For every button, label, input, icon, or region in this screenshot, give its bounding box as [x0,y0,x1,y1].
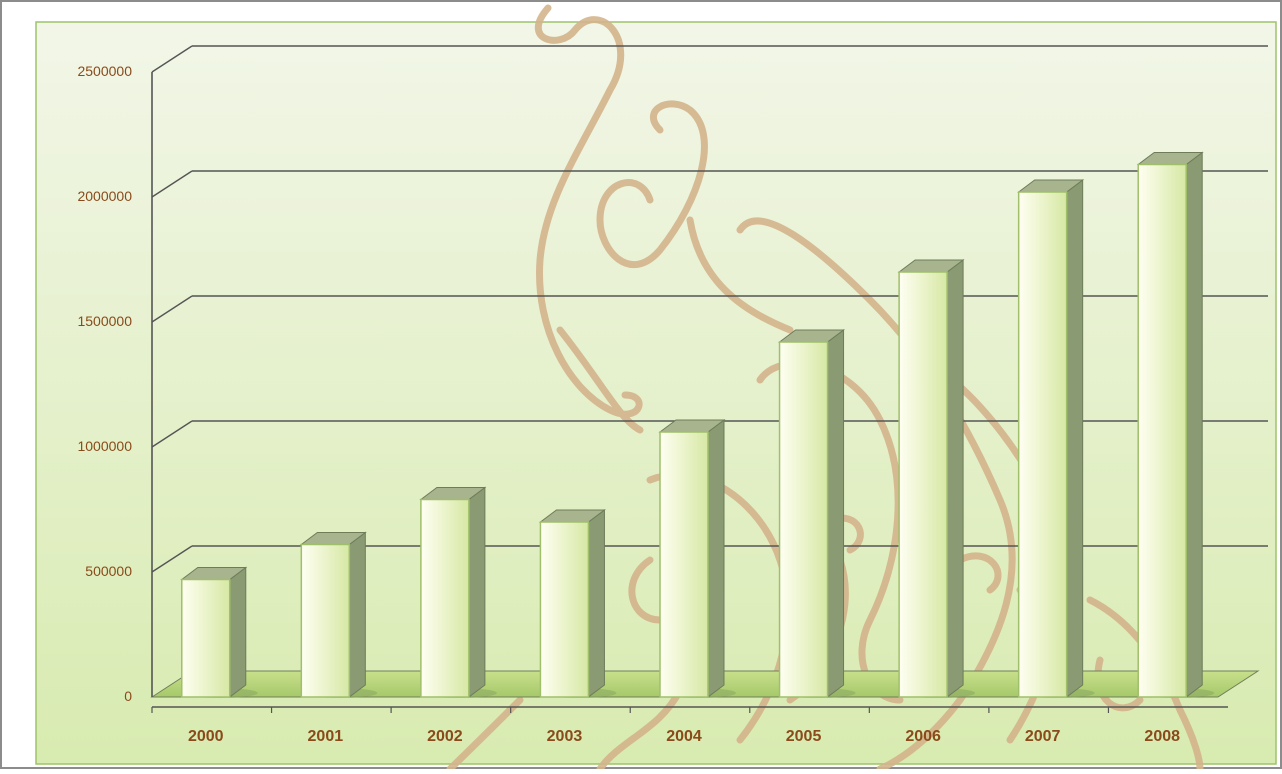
gridlines [151,45,1268,573]
bar-2002 [419,486,497,698]
bar-front [420,498,470,698]
gridline-depth [151,545,193,573]
gridline-depth [151,420,193,448]
y-tick-label: 500000 [85,563,132,579]
x-tick-label: 2007 [1025,728,1061,745]
x-tick-label: 2005 [786,728,822,745]
x-tick-label: 2001 [308,728,344,745]
bar-front [898,271,948,698]
bar-side [229,566,247,698]
bar-side [348,531,366,698]
x-tick-label: 2008 [1144,728,1180,745]
bar-2007 [1017,179,1095,698]
bar-2003 [538,509,617,698]
bar-side [827,329,845,698]
bar-side [468,486,486,698]
gridline-depth [151,170,193,198]
x-tick-label: 2002 [427,728,463,745]
bar-front [659,431,709,698]
x-tick-label: 2000 [188,728,224,745]
bar-side [1066,179,1084,698]
bar-side [707,419,725,698]
bar-front [1137,163,1187,698]
y-tick-label: 1500000 [77,313,132,329]
bar-front [1017,191,1068,698]
bar-2006 [897,259,976,698]
bar-side [587,509,605,698]
bar-2008 [1136,151,1215,698]
bar-front [778,341,829,698]
y-tick-label: 1000000 [77,438,132,454]
bar-front [181,578,231,698]
bars [180,151,1215,698]
bar-2005 [778,329,856,698]
bar-side [946,259,964,698]
gridline-depth [151,45,193,73]
y-tick-label: 2000000 [77,188,132,204]
bar-2001 [299,531,378,698]
y-axis [151,72,1228,713]
y-tick-label: 0 [124,688,132,704]
bar-2000 [180,566,258,698]
axis-labels: 0 500000 1000000 1500000 2000000 2500000 2000 2… [77,63,1180,745]
bar-front [539,521,590,698]
y-tick-label: 2500000 [77,63,132,79]
bar-front [300,543,351,698]
x-tick-label: 2006 [905,728,941,745]
gridline-depth [151,295,193,323]
bar-2004 [658,419,736,698]
x-tick-label: 2003 [547,728,583,745]
bar-side [1185,151,1203,698]
x-tick-label: 2004 [666,728,702,745]
